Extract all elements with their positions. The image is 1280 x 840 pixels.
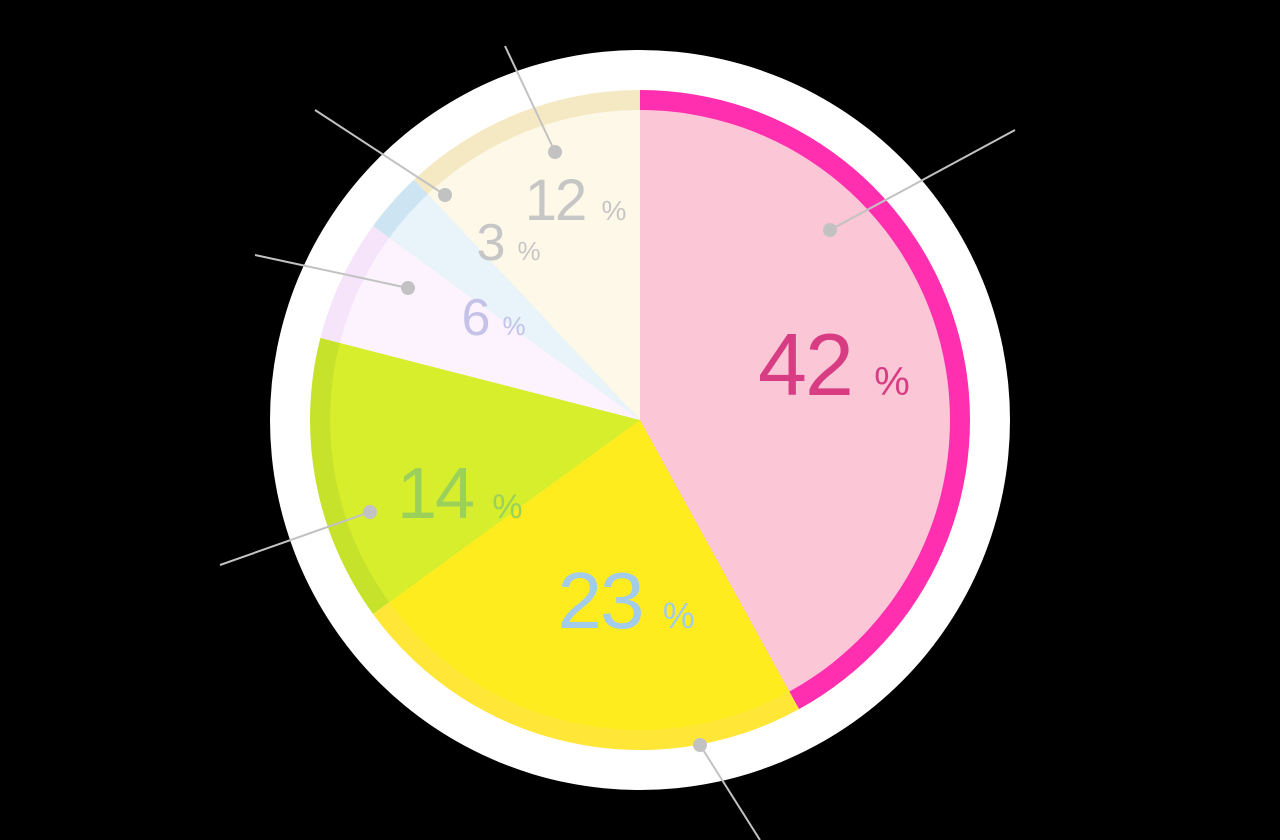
slice-percent-symbol: % [874,360,910,404]
slice-percent-value: 3 [477,214,504,272]
slice-percent-symbol: % [503,311,526,341]
leader-dot [363,505,377,519]
leader-dot [693,738,707,752]
leader-dot [401,281,415,295]
slice-percent-value: 6 [462,289,489,347]
slice-percent-value: 42 [758,315,852,414]
leader-dot [548,145,562,159]
leader-dot [438,188,452,202]
slice-percent-value: 12 [525,168,586,233]
pie-chart-svg: 42%23%14%6%3%12% [0,0,1280,840]
pie-chart-container: 42%23%14%6%3%12% [0,0,1280,840]
slice-percent-symbol: % [492,488,522,526]
leader-dot [823,223,837,237]
slice-percent-symbol: % [518,236,541,266]
slice-percent-value: 23 [558,556,643,645]
slice-percent-symbol: % [663,595,695,636]
slice-percent-symbol: % [601,195,626,226]
slice-percent-value: 14 [397,454,473,534]
